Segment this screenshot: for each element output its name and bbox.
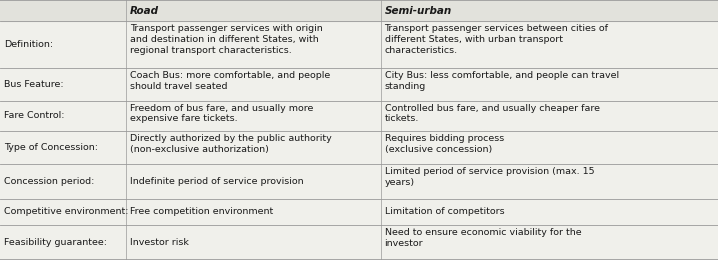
Text: Feasibility guarantee:: Feasibility guarantee:: [4, 238, 107, 247]
Text: Investor risk: Investor risk: [130, 238, 189, 247]
Text: Transport passenger services between cities of
different States, with urban tran: Transport passenger services between cit…: [385, 24, 609, 55]
Text: City Bus: less comfortable, and people can travel
standing: City Bus: less comfortable, and people c…: [385, 71, 619, 91]
Text: Semi-urban: Semi-urban: [385, 5, 452, 16]
Text: Need to ensure economic viability for the
investor: Need to ensure economic viability for th…: [385, 228, 581, 248]
Text: Fare Control:: Fare Control:: [4, 112, 65, 120]
Bar: [0, 0, 718, 21]
Text: Road: Road: [130, 5, 159, 16]
Text: Transport passenger services with origin
and destination in different States, wi: Transport passenger services with origin…: [130, 24, 322, 55]
Text: Limited period of service provision (max. 15
years): Limited period of service provision (max…: [385, 167, 595, 187]
Text: Competitive environment:: Competitive environment:: [4, 207, 129, 217]
Text: Bus Feature:: Bus Feature:: [4, 80, 64, 89]
Text: Limitation of competitors: Limitation of competitors: [385, 207, 504, 217]
Text: Freedom of bus fare, and usually more
expensive fare tickets.: Freedom of bus fare, and usually more ex…: [130, 104, 313, 124]
Text: Indefinite period of service provision: Indefinite period of service provision: [130, 177, 303, 186]
Text: Concession period:: Concession period:: [4, 177, 94, 186]
Text: Controlled bus fare, and usually cheaper fare
tickets.: Controlled bus fare, and usually cheaper…: [385, 104, 600, 124]
Text: Definition:: Definition:: [4, 40, 53, 49]
Text: Requires bidding process
(exclusive concession): Requires bidding process (exclusive conc…: [385, 134, 504, 154]
Text: Directly authorized by the public authority
(non-exclusive authorization): Directly authorized by the public author…: [130, 134, 332, 154]
Text: Coach Bus: more comfortable, and people
should travel seated: Coach Bus: more comfortable, and people …: [130, 71, 330, 91]
Text: Free competition environment: Free competition environment: [130, 207, 273, 217]
Text: Type of Concession:: Type of Concession:: [4, 143, 98, 152]
